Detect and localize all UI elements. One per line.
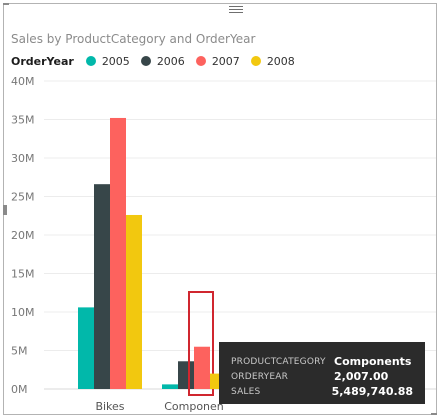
data-tooltip: PRODUCTCATEGORY Components ORDERYEAR 2,0… bbox=[219, 342, 425, 404]
y-tick-label: 25M bbox=[11, 191, 35, 204]
bar-components-2006[interactable] bbox=[178, 361, 194, 389]
legend-marker bbox=[250, 56, 261, 66]
y-tick-label: 20M bbox=[11, 229, 35, 242]
chart-title: Sales by ProductCategory and OrderYear bbox=[11, 32, 256, 46]
bar-bikes-2005[interactable] bbox=[78, 307, 94, 389]
tooltip-row-sales: SALES 5,489,740.88 bbox=[231, 384, 413, 399]
tooltip-value: 2,007.00 bbox=[334, 370, 389, 383]
tooltip-row-orderyear: ORDERYEAR 2,007.00 bbox=[231, 369, 413, 384]
resize-handle-bottom-right[interactable] bbox=[431, 413, 437, 415]
legend-label: 2006 bbox=[156, 54, 185, 68]
legend-item-2007[interactable]: 2007 bbox=[195, 54, 240, 68]
y-tick-label: 0M bbox=[11, 383, 28, 396]
tooltip-key: ORDERYEAR bbox=[231, 371, 289, 382]
legend-title: OrderYear bbox=[11, 54, 74, 68]
bar-components-2005[interactable] bbox=[162, 384, 178, 389]
legend-label: 2008 bbox=[266, 54, 295, 68]
y-tick-label: 10M bbox=[11, 306, 35, 319]
bar-components-2007[interactable] bbox=[194, 346, 210, 389]
legend-label: 2007 bbox=[211, 54, 240, 68]
legend-marker bbox=[140, 56, 151, 66]
legend-label: 2005 bbox=[101, 54, 130, 68]
tooltip-value: Components bbox=[334, 355, 412, 368]
legend: OrderYear 2005 2006 2007 2008 bbox=[11, 54, 306, 68]
y-tick-label: 15M bbox=[11, 268, 35, 281]
highlight-box bbox=[188, 291, 214, 396]
legend-item-2008[interactable]: 2008 bbox=[250, 54, 295, 68]
x-tick-label: Bikes bbox=[95, 400, 124, 413]
tooltip-row-category: PRODUCTCATEGORY Components bbox=[231, 354, 413, 369]
bar-bikes-2007[interactable] bbox=[110, 117, 126, 390]
y-tick-label: 30M bbox=[11, 152, 35, 165]
bar-bikes-2006[interactable] bbox=[94, 184, 110, 389]
legend-item-2006[interactable]: 2006 bbox=[140, 54, 185, 68]
legend-marker bbox=[85, 56, 96, 66]
legend-marker bbox=[195, 56, 206, 66]
bar-bikes-2008[interactable] bbox=[126, 214, 142, 389]
tooltip-key: SALES bbox=[231, 386, 261, 397]
y-tick-label: 35M bbox=[11, 114, 35, 127]
y-tick-label: 5M bbox=[11, 345, 28, 358]
x-tick-label: Componen bbox=[164, 400, 224, 413]
legend-item-2005[interactable]: 2005 bbox=[85, 54, 130, 68]
tooltip-key: PRODUCTCATEGORY bbox=[231, 356, 326, 367]
drag-handle-icon[interactable] bbox=[229, 6, 243, 15]
resize-handle-top-left[interactable] bbox=[3, 3, 9, 5]
resize-handle-left[interactable] bbox=[3, 205, 7, 215]
tooltip-value: 5,489,740.88 bbox=[331, 385, 413, 398]
y-tick-label: 40M bbox=[11, 75, 35, 88]
